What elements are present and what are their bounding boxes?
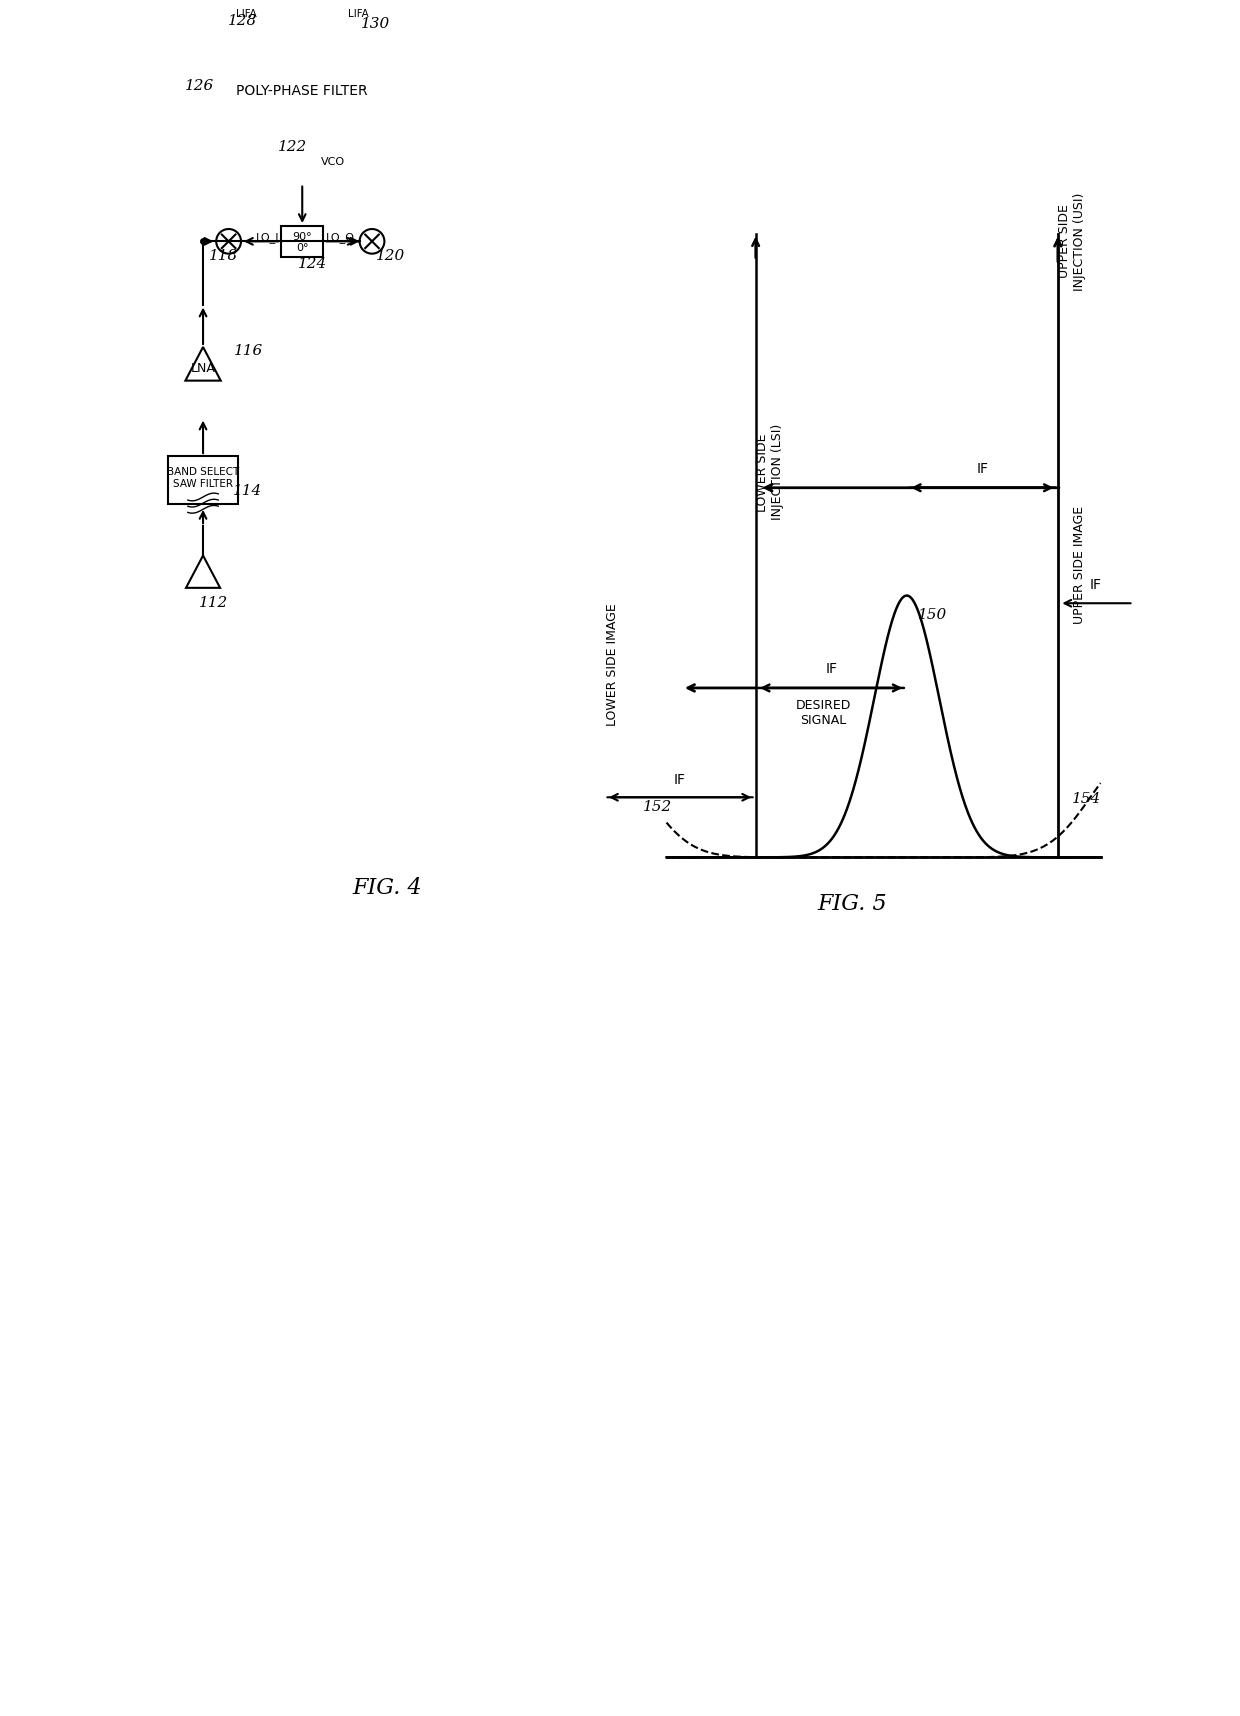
Text: 154: 154 bbox=[1071, 793, 1101, 807]
Text: VCO: VCO bbox=[321, 158, 345, 166]
Text: SAW FILTER: SAW FILTER bbox=[174, 479, 233, 489]
Circle shape bbox=[216, 228, 241, 254]
Text: LOWER SIDE IMAGE: LOWER SIDE IMAGE bbox=[606, 604, 619, 726]
Bar bbox=[169, 456, 238, 505]
Text: UPPER SIDE IMAGE: UPPER SIDE IMAGE bbox=[1073, 506, 1086, 625]
Text: IF: IF bbox=[976, 462, 988, 477]
Text: 152: 152 bbox=[644, 800, 672, 813]
Text: DESIRED
SIGNAL: DESIRED SIGNAL bbox=[796, 700, 852, 728]
Text: LNA: LNA bbox=[191, 362, 216, 374]
Text: FIG. 4: FIG. 4 bbox=[352, 877, 423, 899]
Circle shape bbox=[360, 228, 384, 254]
Text: 120: 120 bbox=[376, 249, 405, 263]
Text: 128: 128 bbox=[228, 14, 257, 27]
Text: LIFA: LIFA bbox=[236, 9, 257, 19]
Bar bbox=[210, 69, 396, 113]
Text: 150: 150 bbox=[919, 607, 947, 621]
Circle shape bbox=[286, 153, 317, 184]
Text: LOWER SIDE
INJECTION (LSI): LOWER SIDE INJECTION (LSI) bbox=[755, 424, 784, 520]
Text: 0°: 0° bbox=[296, 244, 309, 254]
Bar bbox=[281, 227, 324, 257]
Text: 112: 112 bbox=[200, 595, 228, 611]
Text: IF: IF bbox=[675, 772, 686, 786]
Text: 126: 126 bbox=[185, 79, 213, 93]
Text: POLY-PHASE FILTER: POLY-PHASE FILTER bbox=[237, 84, 368, 98]
Text: BAND SELECT: BAND SELECT bbox=[167, 467, 239, 477]
Text: IF: IF bbox=[825, 662, 837, 676]
Text: 124: 124 bbox=[299, 256, 327, 271]
Text: LIFA: LIFA bbox=[347, 9, 368, 19]
Text: UPPER SIDE
INJECTION (USI): UPPER SIDE INJECTION (USI) bbox=[1058, 192, 1086, 290]
Text: IF: IF bbox=[1090, 578, 1101, 592]
Text: 130: 130 bbox=[361, 17, 391, 31]
Text: 90°: 90° bbox=[293, 232, 312, 242]
Text: FIG. 5: FIG. 5 bbox=[817, 892, 888, 915]
Text: 114: 114 bbox=[233, 484, 262, 498]
Text: LO_Q: LO_Q bbox=[325, 232, 355, 244]
Text: LO_I: LO_I bbox=[255, 232, 279, 244]
Text: 116: 116 bbox=[234, 345, 263, 359]
Text: 122: 122 bbox=[278, 141, 306, 154]
Text: 118: 118 bbox=[208, 249, 238, 263]
